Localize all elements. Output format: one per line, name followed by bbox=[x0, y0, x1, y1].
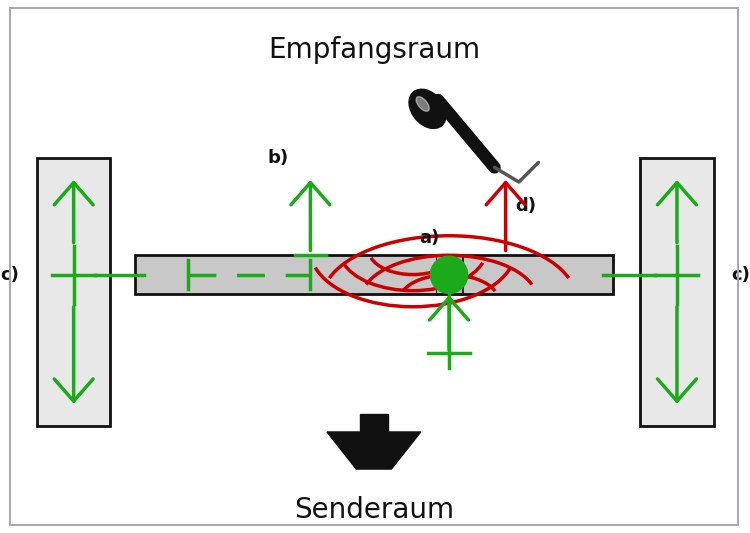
Text: Empfangsraum: Empfangsraum bbox=[268, 36, 480, 63]
Ellipse shape bbox=[416, 96, 429, 111]
Text: Senderaum: Senderaum bbox=[294, 496, 454, 524]
Bar bbox=[37, 158, 110, 426]
Bar bbox=[135, 255, 437, 294]
Bar bbox=[462, 255, 613, 294]
Text: d): d) bbox=[515, 197, 536, 215]
Bar bbox=[360, 414, 388, 432]
Polygon shape bbox=[327, 432, 421, 469]
Bar bbox=[437, 255, 462, 294]
Text: a): a) bbox=[419, 230, 440, 247]
Text: c): c) bbox=[1, 266, 20, 284]
Ellipse shape bbox=[409, 89, 446, 128]
Circle shape bbox=[431, 257, 466, 293]
Bar bbox=[640, 158, 713, 426]
Text: c): c) bbox=[731, 266, 750, 284]
Text: b): b) bbox=[268, 149, 289, 167]
